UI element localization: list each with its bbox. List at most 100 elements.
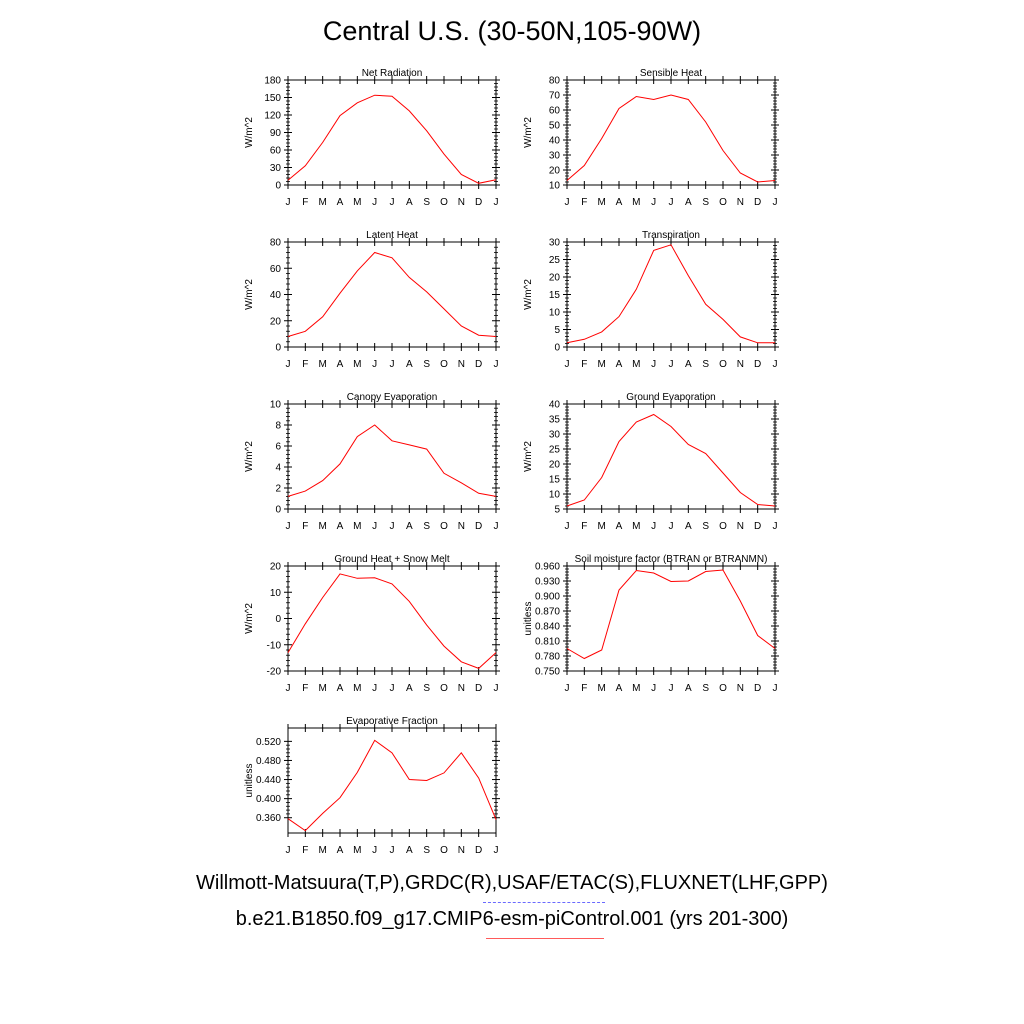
y-tick-label: 0.750	[535, 667, 560, 678]
x-tick-label: O	[719, 521, 727, 532]
x-tick-label: J	[494, 359, 499, 370]
x-tick-label: J	[286, 197, 291, 208]
x-tick-label: S	[702, 359, 709, 370]
x-tick-label: J	[390, 197, 395, 208]
x-tick-label: A	[337, 359, 344, 370]
y-axis-label: W/m^2	[244, 279, 255, 310]
y-tick-label: 0.400	[256, 794, 281, 805]
x-tick-label: M	[318, 521, 326, 532]
x-tick-label: O	[719, 197, 727, 208]
x-tick-label: D	[475, 845, 482, 856]
y-tick-label: 0	[275, 505, 281, 516]
x-tick-label: J	[390, 683, 395, 694]
x-tick-label: J	[372, 359, 377, 370]
y-tick-label: 60	[270, 146, 282, 157]
y-tick-label: 15	[549, 475, 561, 486]
x-tick-label: M	[353, 359, 361, 370]
x-tick-label: M	[353, 197, 361, 208]
x-tick-label: A	[685, 521, 692, 532]
x-tick-label: J	[669, 683, 674, 694]
y-tick-label: 60	[270, 264, 282, 275]
y-tick-label: 35	[549, 415, 561, 426]
y-axis-label: W/m^2	[244, 441, 255, 472]
plot-frame	[287, 403, 497, 510]
x-tick-label: J	[651, 197, 656, 208]
x-tick-label: A	[337, 197, 344, 208]
x-tick-label: J	[651, 359, 656, 370]
y-tick-label: 0.440	[256, 775, 281, 786]
x-tick-label: J	[286, 359, 291, 370]
y-tick-label: 150	[264, 93, 281, 104]
panel-title: Net Radiation	[362, 68, 423, 79]
y-tick-label: 30	[549, 430, 561, 441]
y-tick-label: 15	[549, 290, 561, 301]
x-tick-label: F	[302, 359, 308, 370]
legend-model-swatch	[486, 938, 604, 939]
x-tick-label: M	[318, 197, 326, 208]
x-tick-label: O	[440, 521, 448, 532]
x-tick-label: A	[406, 845, 413, 856]
chart-panel: Ground Heat + Snow Melt W/m^2 -20 -10 0 10 20 J…	[244, 554, 500, 694]
y-tick-label: 0	[554, 343, 560, 354]
x-tick-label: M	[632, 683, 640, 694]
x-tick-label: F	[302, 683, 308, 694]
x-tick-label: J	[773, 683, 778, 694]
x-tick-label: A	[685, 359, 692, 370]
y-tick-label: 0.810	[535, 637, 560, 648]
y-tick-label: 180	[264, 76, 281, 87]
x-tick-label: F	[581, 521, 587, 532]
y-tick-label: 10	[549, 490, 561, 501]
x-tick-label: J	[669, 359, 674, 370]
series-line	[566, 413, 776, 507]
series-line	[287, 739, 497, 832]
y-tick-label: 80	[549, 76, 561, 87]
y-tick-label: 20	[549, 460, 561, 471]
x-tick-label: O	[440, 845, 448, 856]
x-tick-label: M	[597, 197, 605, 208]
x-tick-label: J	[390, 521, 395, 532]
x-tick-label: J	[651, 683, 656, 694]
series-line	[287, 94, 497, 184]
y-tick-label: 30	[270, 163, 282, 174]
plot-frame	[566, 241, 776, 348]
x-tick-label: M	[353, 683, 361, 694]
x-tick-label: J	[494, 683, 499, 694]
x-tick-label: O	[440, 359, 448, 370]
legend-observations-swatch	[483, 902, 605, 903]
x-tick-label: J	[669, 197, 674, 208]
x-tick-label: M	[597, 521, 605, 532]
y-tick-label: 25	[549, 445, 561, 456]
y-tick-label: 50	[549, 121, 561, 132]
plot-frame	[566, 403, 776, 510]
x-tick-label: J	[565, 521, 570, 532]
x-tick-label: J	[773, 197, 778, 208]
y-tick-label: 0.930	[535, 577, 560, 588]
series-line	[287, 424, 497, 497]
x-tick-label: D	[475, 521, 482, 532]
x-tick-label: A	[406, 359, 413, 370]
x-tick-label: J	[565, 683, 570, 694]
x-tick-label: O	[719, 359, 727, 370]
x-tick-label: M	[318, 683, 326, 694]
x-tick-label: N	[458, 683, 465, 694]
x-tick-label: S	[702, 197, 709, 208]
y-tick-label: 30	[549, 151, 561, 162]
plot-frame	[566, 79, 776, 186]
x-tick-label: A	[406, 683, 413, 694]
x-tick-label: J	[390, 845, 395, 856]
y-tick-label: 8	[275, 421, 281, 432]
x-tick-label: F	[302, 521, 308, 532]
panel-title: Ground Evaporation	[626, 392, 716, 403]
x-tick-label: A	[616, 521, 623, 532]
panel-title: Soil moisture factor (BTRAN or BTRANMN)	[575, 554, 768, 565]
x-tick-label: M	[632, 521, 640, 532]
x-tick-label: J	[372, 521, 377, 532]
x-tick-label: A	[406, 197, 413, 208]
y-axis-label: W/m^2	[523, 279, 534, 310]
x-tick-label: S	[423, 521, 430, 532]
x-tick-label: N	[737, 521, 744, 532]
y-tick-label: 60	[549, 106, 561, 117]
x-tick-label: D	[754, 197, 761, 208]
x-tick-label: F	[302, 197, 308, 208]
